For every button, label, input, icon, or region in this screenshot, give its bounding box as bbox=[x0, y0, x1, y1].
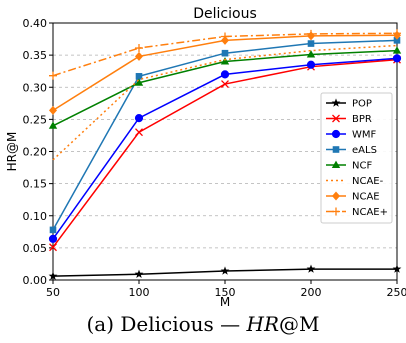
legend-marker bbox=[332, 146, 340, 153]
y-tick-label: 0.40 bbox=[23, 17, 48, 30]
x-tick-label: 250 bbox=[387, 286, 406, 299]
legend-item: POP bbox=[326, 98, 372, 110]
data-point bbox=[306, 264, 316, 273]
legend-marker bbox=[332, 207, 340, 216]
data-point bbox=[49, 71, 57, 80]
data-point bbox=[307, 40, 315, 47]
x-axis-label: M bbox=[220, 295, 230, 309]
y-tick-label: 0.05 bbox=[23, 242, 48, 255]
legend: POP BPR WMF eALS NCF NCAE- NCAE NCAE+ bbox=[320, 92, 393, 224]
data-point bbox=[221, 49, 229, 57]
data-point bbox=[306, 50, 316, 58]
data-point bbox=[48, 271, 58, 280]
data-point bbox=[306, 60, 316, 69]
data-point bbox=[49, 105, 57, 115]
data-point bbox=[307, 29, 315, 38]
legend-label: POP bbox=[352, 99, 372, 110]
data-point bbox=[392, 46, 402, 54]
legend-item: eALS bbox=[326, 145, 377, 156]
legend-marker bbox=[332, 191, 340, 201]
legend-item: BPR bbox=[326, 114, 372, 125]
legend-item: NCF bbox=[326, 161, 372, 172]
data-point bbox=[48, 234, 58, 243]
legend-marker bbox=[331, 160, 341, 168]
series-ncae- bbox=[52, 44, 398, 161]
x-tick-label: 100 bbox=[129, 286, 150, 299]
series-pop bbox=[48, 264, 402, 280]
data-point bbox=[392, 264, 402, 273]
data-point bbox=[135, 44, 143, 53]
y-tick-label: 0.25 bbox=[23, 113, 48, 126]
y-tick-label: 0.15 bbox=[23, 178, 48, 191]
y-axis-label: HR@M bbox=[5, 132, 19, 172]
series-ncf bbox=[48, 46, 402, 129]
legend-label: BPR bbox=[352, 114, 372, 125]
legend-item: NCAE- bbox=[326, 176, 384, 187]
series-line bbox=[52, 44, 398, 161]
legend-label: NCAE bbox=[352, 192, 380, 203]
figure-caption: (a) Delicious — HR@M bbox=[0, 312, 406, 336]
data-point bbox=[393, 37, 401, 44]
data-point bbox=[135, 128, 143, 137]
data-point bbox=[135, 51, 143, 61]
y-tick-label: 0.30 bbox=[23, 81, 48, 94]
y-tick-label: 0.00 bbox=[23, 274, 48, 287]
legend-item: WMF bbox=[326, 130, 377, 141]
series-eals bbox=[49, 37, 401, 234]
legend-marker bbox=[331, 98, 341, 107]
legend-label: WMF bbox=[352, 130, 377, 141]
legend-box bbox=[320, 92, 393, 224]
data-point bbox=[49, 226, 57, 234]
data-point bbox=[48, 121, 58, 129]
y-tick-label: 0.20 bbox=[23, 146, 48, 159]
y-tick-label: 0.35 bbox=[23, 49, 48, 62]
data-point bbox=[220, 266, 230, 275]
x-tick-label: 200 bbox=[301, 286, 322, 299]
data-point bbox=[392, 54, 402, 63]
legend-label: NCAE+ bbox=[352, 207, 388, 218]
legend-marker bbox=[331, 129, 341, 139]
x-tick-label: 50 bbox=[46, 286, 60, 299]
caption-prefix: (a) Delicious — bbox=[86, 312, 247, 336]
x-tick-label: 150 bbox=[215, 286, 236, 299]
legend-label: NCAE- bbox=[352, 176, 384, 187]
legend-label: NCF bbox=[352, 161, 372, 172]
data-point bbox=[221, 80, 229, 88]
data-point bbox=[135, 73, 143, 80]
legend-label: eALS bbox=[352, 145, 377, 156]
data-point bbox=[393, 29, 401, 38]
data-point bbox=[49, 243, 57, 252]
series-wmf bbox=[48, 54, 402, 243]
caption-suffix: @M bbox=[279, 312, 320, 336]
y-tick-label: 0.10 bbox=[23, 210, 48, 223]
legend-item: NCAE bbox=[326, 191, 380, 203]
data-point bbox=[134, 269, 144, 278]
data-point bbox=[134, 78, 144, 86]
data-point bbox=[134, 113, 144, 123]
legend-marker bbox=[332, 114, 340, 123]
caption-metric: HR bbox=[246, 312, 280, 336]
data-point bbox=[220, 57, 230, 65]
legend-item: NCAE+ bbox=[326, 207, 388, 218]
series-ncae- bbox=[49, 29, 401, 80]
data-point bbox=[220, 70, 230, 79]
data-point bbox=[221, 32, 229, 41]
chart-title: Delicious bbox=[193, 6, 257, 22]
